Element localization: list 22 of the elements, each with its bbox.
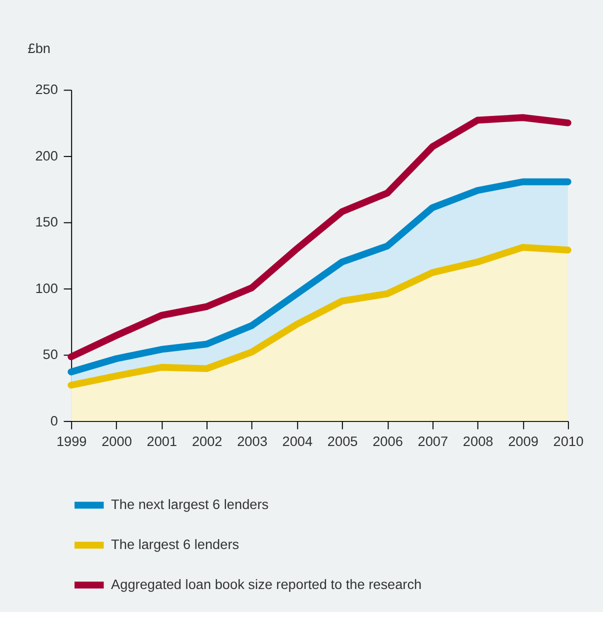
x-tick-label: 2005 <box>327 434 358 449</box>
x-tick-label: 2003 <box>237 434 268 449</box>
x-tick-label: 1999 <box>56 434 87 449</box>
y-tick-label: 150 <box>35 214 58 230</box>
x-tick-label: 2010 <box>553 434 584 449</box>
x-tick-label: 2007 <box>418 434 448 449</box>
x-tick-label: 2008 <box>462 434 494 449</box>
x-tick-label: 2000 <box>102 434 132 449</box>
y-tick-label: 100 <box>35 280 58 296</box>
y-tick-label: 0 <box>50 413 58 428</box>
y-tick-label: 250 <box>35 82 58 98</box>
x-tick-label: 2006 <box>372 434 403 449</box>
legend-label: Aggregated loan book size reported to the research <box>111 576 422 592</box>
x-tick-label: 2009 <box>508 434 538 449</box>
y-tick-label: 50 <box>42 347 58 362</box>
y-tick-label: 200 <box>35 148 58 164</box>
legend-label: The largest 6 lenders <box>111 537 240 552</box>
x-tick-label: 2004 <box>282 434 314 449</box>
x-tick-label: 2002 <box>192 434 222 449</box>
y-axis-title: £bn <box>28 41 50 56</box>
x-tick-label: 2001 <box>146 434 178 449</box>
legend-label: The next largest 6 lenders <box>111 497 269 512</box>
